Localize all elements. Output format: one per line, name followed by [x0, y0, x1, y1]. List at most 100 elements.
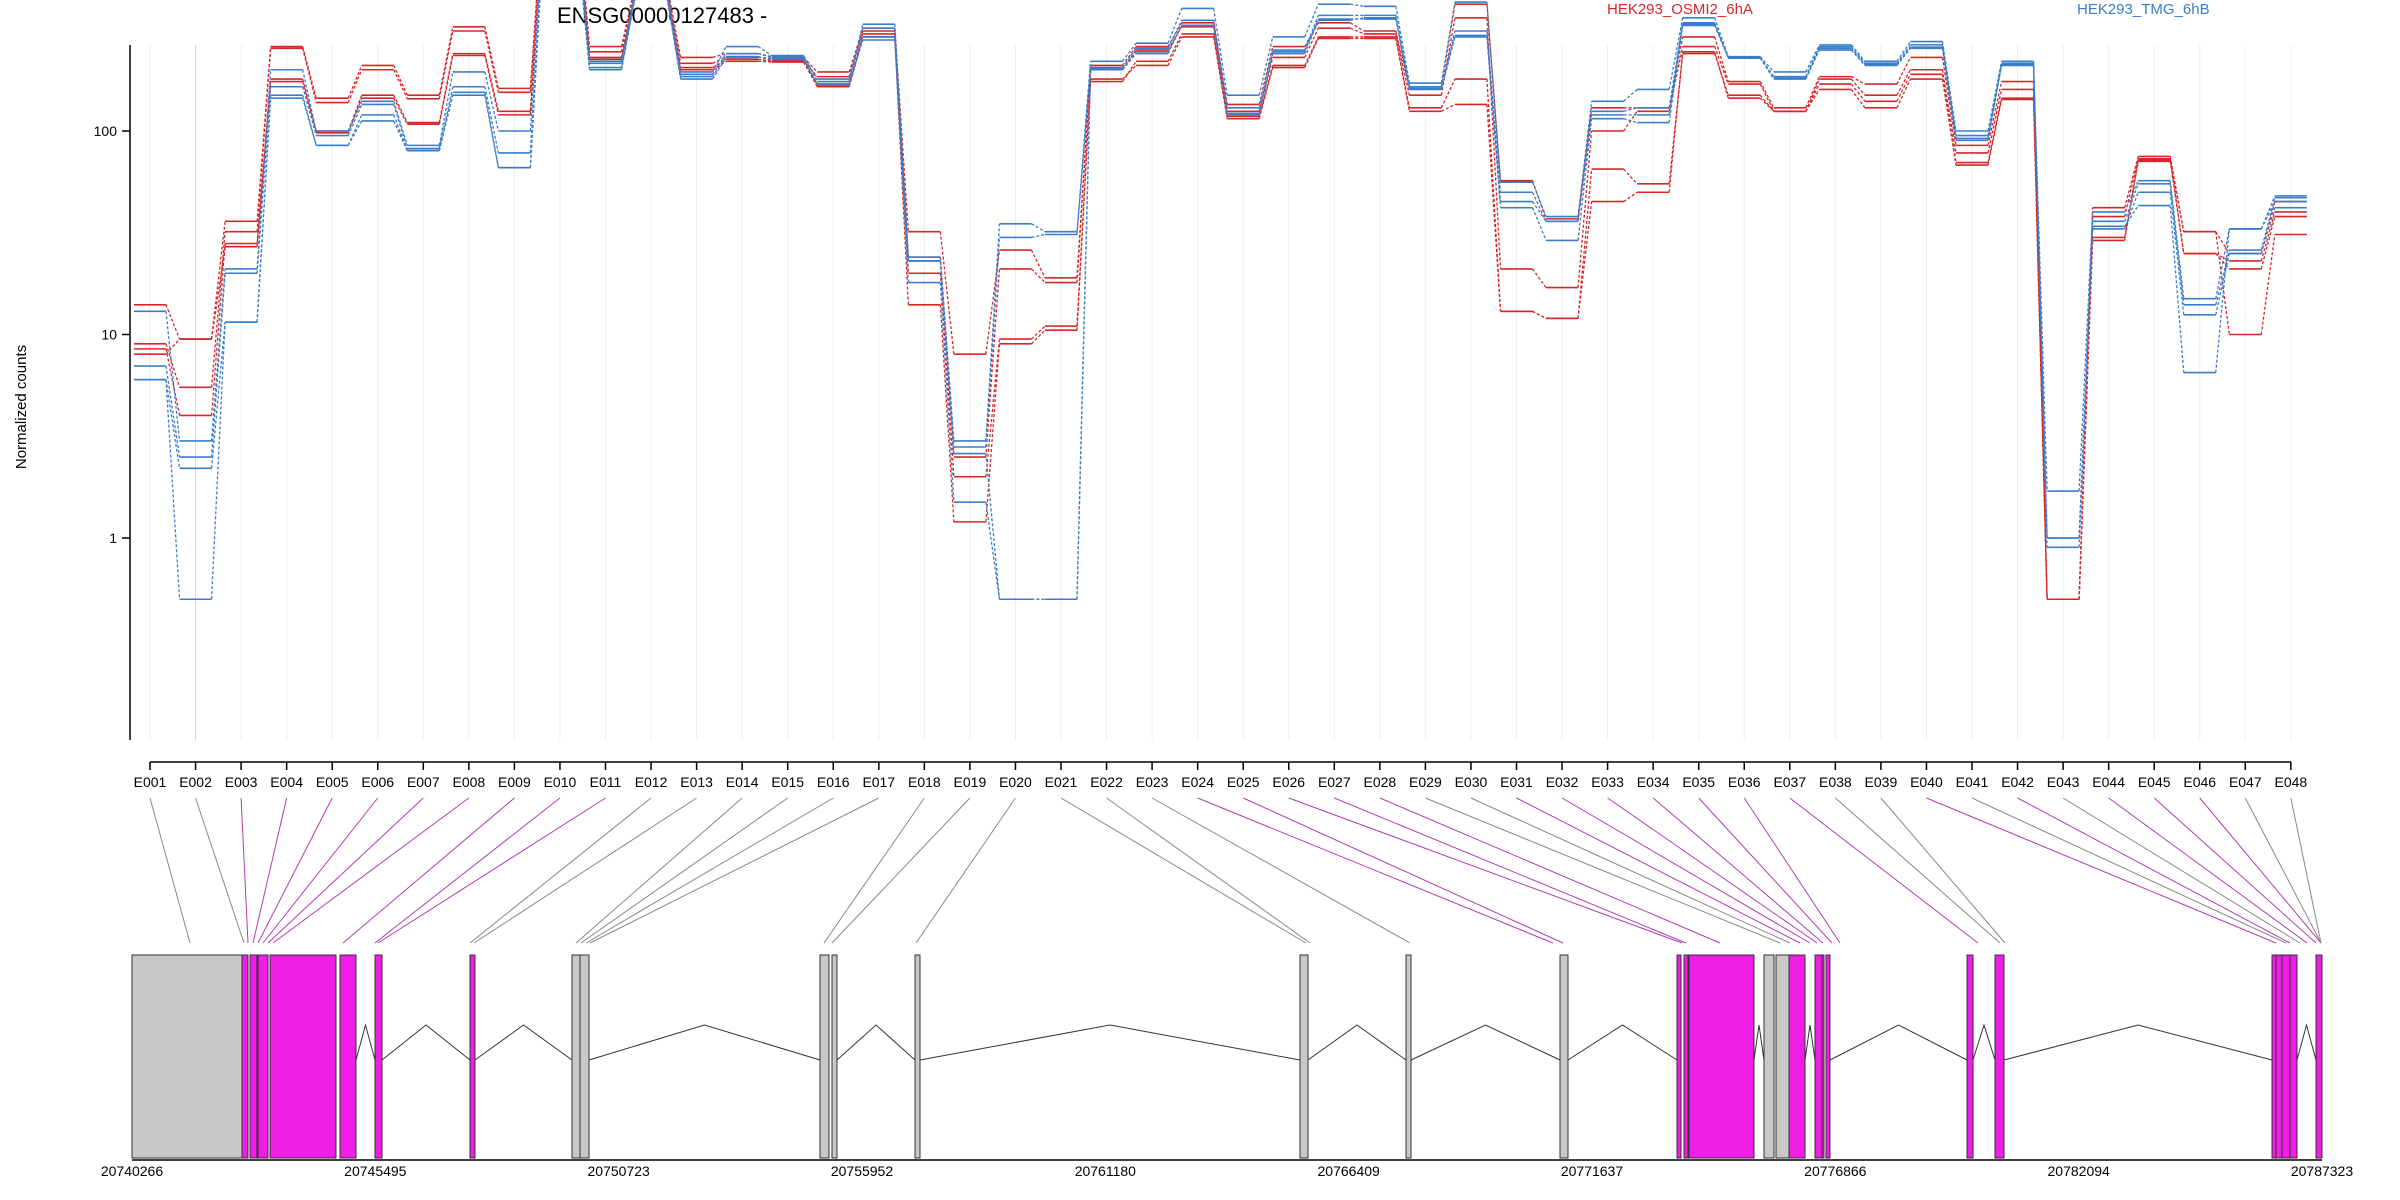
- series-line: [134, 0, 2307, 601]
- series-connector: [2260, 207, 2276, 254]
- intron-line: [2296, 1023, 2317, 1061]
- series-connector: [393, 104, 408, 149]
- exon-block: [1825, 954, 1831, 1159]
- y-tick-label: 10: [101, 327, 117, 343]
- exon-connector: [915, 797, 1016, 944]
- exon-connector: [1334, 797, 1687, 944]
- series-connector: [1577, 130, 1593, 288]
- series-connector: [210, 246, 226, 340]
- series-connector: [2124, 205, 2139, 227]
- series-connector: [438, 55, 454, 125]
- genome-axis: 20740266 20745495 20750723 20755952 20761180…: [101, 1159, 2354, 1179]
- intron-line: [588, 1024, 821, 1061]
- series-connector: [438, 95, 454, 151]
- x-tick-label: E019: [954, 774, 987, 790]
- series-connector: [1668, 46, 1684, 112]
- series-connector: [1577, 118, 1593, 241]
- series-connector: [1623, 107, 1638, 112]
- series-connector: [2032, 64, 2048, 539]
- x-tick-label: E027: [1318, 774, 1351, 790]
- series-connector: [894, 36, 909, 261]
- series-connector: [2124, 192, 2139, 230]
- intron-line: [381, 1024, 471, 1061]
- x-tick-label: E007: [407, 774, 440, 790]
- series-connector: [1304, 27, 1319, 58]
- exon-block: [1559, 954, 1569, 1159]
- series-connector: [256, 69, 272, 269]
- exon-connector: [1470, 797, 1791, 944]
- series-connector: [1349, 22, 1365, 32]
- series-connector: [985, 338, 1001, 477]
- series-connector: [758, 58, 772, 62]
- series-connector: [2260, 216, 2276, 270]
- series-connector: [1350, 27, 1365, 35]
- genome-tick-label: 20787323: [2291, 1163, 2354, 1179]
- series-connector: [1213, 33, 1228, 117]
- series-connector: [939, 260, 955, 454]
- series-connector: [2124, 183, 2139, 222]
- x-tick-label: E022: [1090, 774, 1123, 790]
- series-connector: [2260, 201, 2276, 230]
- series-connector: [758, 52, 772, 58]
- series-connector: [1759, 97, 1775, 112]
- intron-line: [355, 1023, 376, 1061]
- exon-connector: [272, 797, 470, 944]
- x-tick-label: E029: [1409, 774, 1442, 790]
- series-connector: [1577, 114, 1593, 222]
- exon-block: [1966, 954, 1974, 1159]
- series-connector: [393, 120, 408, 151]
- exon-block: [579, 954, 590, 1159]
- series-connector: [210, 322, 226, 469]
- y-tick-label: 1: [109, 530, 117, 546]
- series-connector: [1805, 76, 1820, 109]
- x-tick-label: E036: [1728, 774, 1761, 790]
- series-connector: [1714, 51, 1729, 99]
- series-connector: [712, 53, 727, 59]
- exon-connector: [267, 797, 424, 944]
- series-connector: [2169, 161, 2185, 232]
- x-tick-label: E044: [2092, 774, 2125, 790]
- x-tick-label: E021: [1045, 774, 1078, 790]
- series-connector: [302, 81, 317, 133]
- legend-osmi2: HEK293_OSMI2_6hA: [1607, 1, 1753, 18]
- exon-block: [1683, 954, 1689, 1159]
- series-connector: [165, 338, 181, 355]
- exon-block: [241, 954, 249, 1159]
- exon-connector: [262, 797, 379, 944]
- series-connector: [1441, 103, 1456, 112]
- exon-connector: [342, 797, 515, 944]
- x-tick-label: E034: [1637, 774, 1670, 790]
- series-line: [134, 0, 2307, 601]
- series-connector: [1896, 41, 1911, 62]
- exon-block: [2289, 954, 2298, 1159]
- series-connector: [1395, 18, 1411, 89]
- series-connector: [1440, 35, 1456, 89]
- series-connector: [1486, 35, 1502, 202]
- exon-block: [831, 954, 838, 1159]
- series-connector: [1440, 17, 1456, 96]
- exon-block: [2275, 954, 2283, 1159]
- series-connector: [347, 104, 363, 136]
- series-connector: [1941, 78, 1957, 166]
- series-connector: [1850, 44, 1866, 62]
- series-connector: [2215, 253, 2230, 315]
- exon-connector: [1151, 797, 1411, 944]
- vertical-grid: [149, 45, 2292, 740]
- series-connector: [302, 78, 317, 132]
- series-connector: [1759, 57, 1775, 79]
- series-connector: [1623, 191, 1638, 203]
- series-connector: [1805, 44, 1820, 73]
- intron-line: [1753, 1024, 1765, 1061]
- series-connector: [1668, 24, 1684, 115]
- exon-connector: [575, 797, 743, 944]
- x-tick-label: E014: [726, 774, 759, 790]
- series-connector: [1850, 78, 1866, 96]
- exon-connector: [1789, 797, 1979, 944]
- exon-block: [1994, 954, 2005, 1159]
- series-connector: [1896, 78, 1912, 109]
- exon-connector: [1971, 797, 2287, 944]
- x-tick-label: E023: [1136, 774, 1169, 790]
- series-connector: [2078, 240, 2094, 600]
- series-connector: [1532, 310, 1547, 319]
- exon-connector: [1835, 797, 2001, 944]
